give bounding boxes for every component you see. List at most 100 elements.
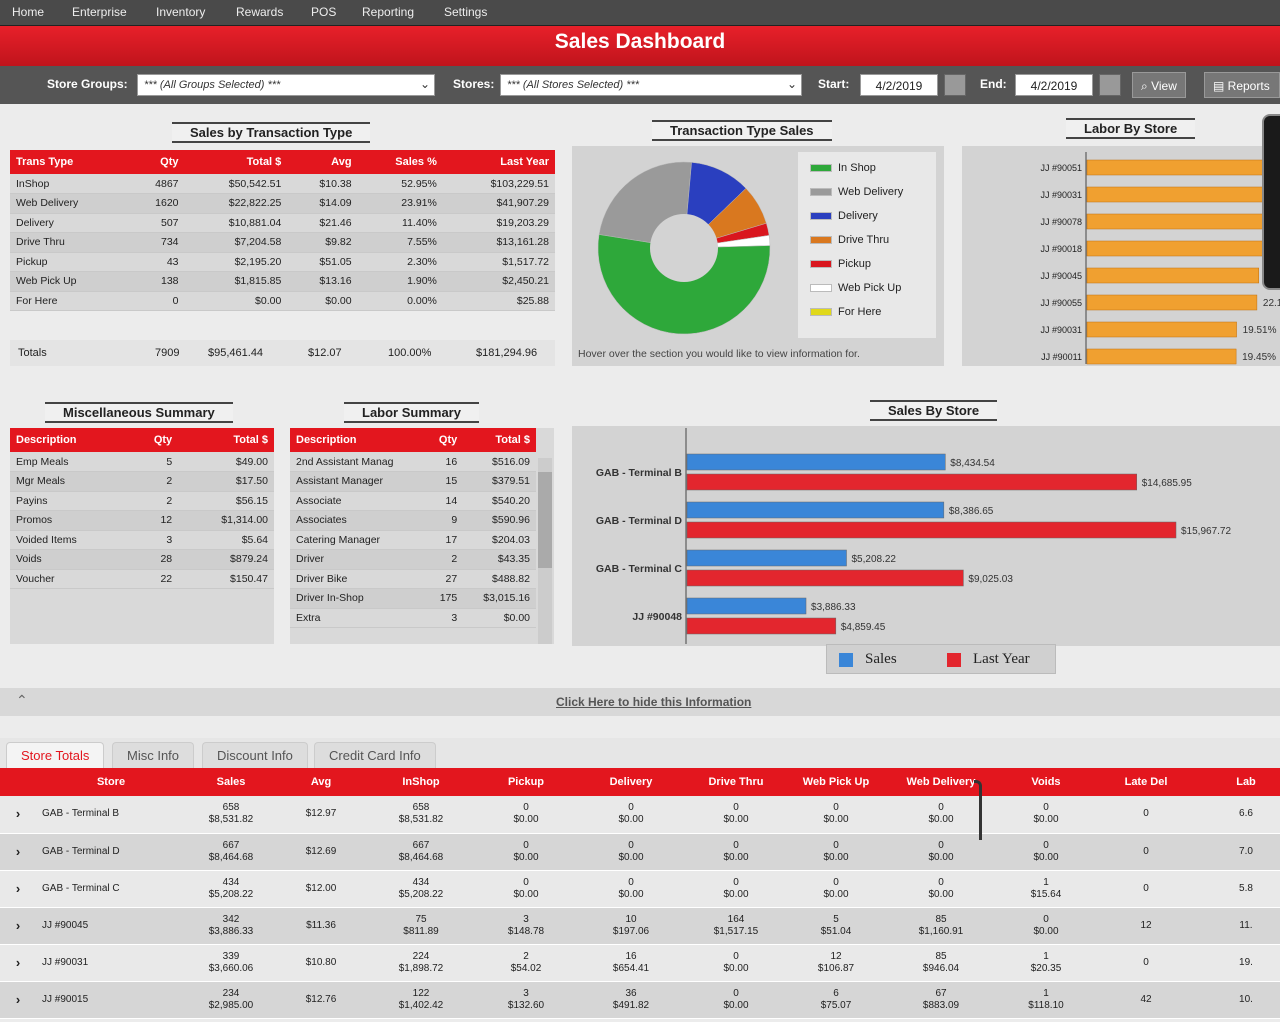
table-row[interactable]: › JJ #90015 234 $2,985.00 $12.76 122 $1,402.42… <box>0 981 1280 1019</box>
column-header[interactable]: Description <box>10 428 129 452</box>
column-header[interactable]: Lab <box>1196 768 1280 796</box>
chevron-right-icon[interactable]: › <box>0 907 36 945</box>
table-row[interactable]: 2nd Assistant Manag 16 $516.09 <box>290 452 536 472</box>
labor-bar[interactable] <box>1086 267 1259 284</box>
tab-misc-info[interactable]: Misc Info <box>112 742 195 768</box>
labor-bar[interactable] <box>1086 321 1237 338</box>
column-header[interactable]: Avg <box>287 150 358 174</box>
store-groups-select[interactable]: *** (All Groups Selected) *** ⌄ <box>137 74 435 96</box>
table-row[interactable]: › GAB - Terminal B 658 $8,531.82 $12.97 658 $8… <box>0 796 1280 834</box>
table-row[interactable]: Pickup 43 $2,195.20 $51.05 2.30% $1,517.72 <box>10 252 555 272</box>
labor-bar[interactable] <box>1086 348 1237 365</box>
column-header[interactable]: Total $ <box>178 428 274 452</box>
column-header[interactable]: Drive Thru <box>686 768 786 796</box>
table-row[interactable]: Assistant Manager 15 $379.51 <box>290 471 536 492</box>
table-row[interactable]: Voided Items 3 $5.64 <box>10 530 274 550</box>
chevron-right-icon[interactable]: › <box>0 796 36 834</box>
table-row[interactable]: Web Delivery 1620 $22,822.25 $14.09 23.91% $4… <box>10 193 555 214</box>
scrollbar-thumb[interactable] <box>538 472 552 568</box>
table-row[interactable]: › GAB - Terminal D 667 $8,464.68 $12.69 667 $8… <box>0 833 1280 871</box>
column-header[interactable]: Total $ <box>184 150 288 174</box>
tab-discount-info[interactable]: Discount Info <box>202 742 308 768</box>
nav-reporting[interactable]: Reporting <box>362 5 415 19</box>
table-row[interactable]: Extra 3 $0.00 <box>290 608 536 628</box>
table-row[interactable]: Mgr Meals 2 $17.50 <box>10 471 274 492</box>
transaction-pie-chart[interactable] <box>576 148 796 348</box>
nav-settings[interactable]: Settings <box>444 5 488 19</box>
table-row[interactable]: Associate 14 $540.20 <box>290 491 536 511</box>
chevron-right-icon[interactable]: › <box>0 870 36 908</box>
column-header[interactable]: Trans Type <box>10 150 129 174</box>
column-header[interactable]: Pickup <box>476 768 576 796</box>
labor-bar[interactable] <box>1086 213 1280 230</box>
table-row[interactable]: Associates 9 $590.96 <box>290 510 536 531</box>
column-header[interactable]: Web Pick Up <box>786 768 886 796</box>
nav-home[interactable]: Home <box>12 5 45 19</box>
column-header[interactable]: Voids <box>996 768 1096 796</box>
column-header[interactable]: Qty <box>425 428 464 452</box>
column-header[interactable]: Sales <box>186 768 276 796</box>
table-row[interactable]: › JJ #90045 342 $3,886.33 $11.36 75 $811.89 3 $1… <box>0 907 1280 945</box>
nav-inventory[interactable]: Inventory <box>156 5 206 19</box>
labor-bar[interactable] <box>1086 240 1264 257</box>
store-bar-last-year[interactable] <box>686 617 837 635</box>
column-header[interactable]: Late Del <box>1096 768 1196 796</box>
store-bar-sales[interactable] <box>686 453 946 471</box>
table-row[interactable]: Catering Manager 17 $204.03 <box>290 530 536 550</box>
tab-credit-card-info[interactable]: Credit Card Info <box>314 742 436 768</box>
pie-slice[interactable] <box>597 234 771 335</box>
end-date-input[interactable]: 4/2/2019 <box>1015 74 1093 96</box>
column-header[interactable]: InShop <box>366 768 476 796</box>
labor-bar[interactable] <box>1086 159 1280 176</box>
column-header[interactable]: Delivery <box>576 768 686 796</box>
table-row[interactable]: InShop 4867 $50,542.51 $10.38 52.95% $103,229… <box>10 174 555 194</box>
table-row[interactable]: Drive Thru 734 $7,204.58 $9.82 7.55% $13,161.… <box>10 232 555 253</box>
table-row[interactable]: Driver 2 $43.35 <box>290 549 536 570</box>
hide-info-bar[interactable]: ⌃ Click Here to hide this Information <box>0 688 1280 716</box>
column-header[interactable]: Store <box>36 768 186 796</box>
nav-pos[interactable]: POS <box>311 5 337 19</box>
chevron-right-icon[interactable]: › <box>0 981 36 1019</box>
column-header[interactable]: Avg <box>276 768 366 796</box>
table-row[interactable]: Voucher 22 $150.47 <box>10 569 274 589</box>
table-row[interactable]: Voids 28 $879.24 <box>10 549 274 570</box>
table-row[interactable]: Driver Bike 27 $488.82 <box>290 569 536 589</box>
table-row[interactable]: Emp Meals 5 $49.00 <box>10 452 274 472</box>
store-bar-last-year[interactable] <box>686 569 964 587</box>
labor-bar[interactable] <box>1086 294 1258 311</box>
calendar-icon[interactable] <box>944 74 966 96</box>
reports-button[interactable]: ▤ Reports <box>1204 72 1280 98</box>
column-header[interactable]: Qty <box>128 428 179 452</box>
column-header[interactable]: Last Year <box>442 150 555 174</box>
store-bar-last-year[interactable] <box>686 521 1177 539</box>
store-bar-sales[interactable] <box>686 549 847 567</box>
calendar-icon[interactable] <box>1099 74 1121 96</box>
start-date-input[interactable]: 4/2/2019 <box>860 74 938 96</box>
table-row[interactable]: Web Pick Up 138 $1,815.85 $13.16 1.90% $2,450… <box>10 271 555 292</box>
column-header[interactable]: Qty <box>128 150 185 174</box>
stores-select[interactable]: *** (All Stores Selected) *** ⌄ <box>500 74 802 96</box>
table-row[interactable]: For Here 0 $0.00 $0.00 0.00% $25.88 <box>10 291 555 311</box>
labor-bar[interactable] <box>1086 186 1280 203</box>
table-row[interactable]: Driver In-Shop 175 $3,015.16 <box>290 588 536 609</box>
collapse-icon[interactable]: ⌃ <box>16 692 28 708</box>
table-row[interactable]: › JJ #90031 339 $3,660.06 $10.80 224 $1,898.72… <box>0 944 1280 982</box>
chevron-right-icon[interactable]: › <box>0 833 36 871</box>
nav-rewards[interactable]: Rewards <box>236 5 284 19</box>
labor-scrollbar[interactable] <box>538 458 552 644</box>
chevron-right-icon[interactable]: › <box>0 944 36 982</box>
column-header[interactable]: Total $ <box>463 428 536 452</box>
view-button[interactable]: ⌕ View <box>1132 72 1186 98</box>
column-header[interactable]: Sales % <box>357 150 443 174</box>
table-row[interactable]: › GAB - Terminal C 434 $5,208.22 $12.00 434 $5… <box>0 870 1280 908</box>
table-row[interactable]: Promos 12 $1,314.00 <box>10 510 274 531</box>
store-bar-last-year[interactable] <box>686 473 1138 491</box>
table-row[interactable]: Payins 2 $56.15 <box>10 491 274 511</box>
nav-enterprise[interactable]: Enterprise <box>72 5 127 19</box>
store-bar-sales[interactable] <box>686 501 945 519</box>
store-bar-sales[interactable] <box>686 597 807 615</box>
column-header[interactable]: Description <box>290 428 426 452</box>
table-row[interactable]: Delivery 507 $10,881.04 $21.46 11.40% $19,203… <box>10 213 555 233</box>
hide-info-link[interactable]: Click Here to hide this Information <box>556 695 752 709</box>
tab-store-totals[interactable]: Store Totals <box>6 742 105 768</box>
